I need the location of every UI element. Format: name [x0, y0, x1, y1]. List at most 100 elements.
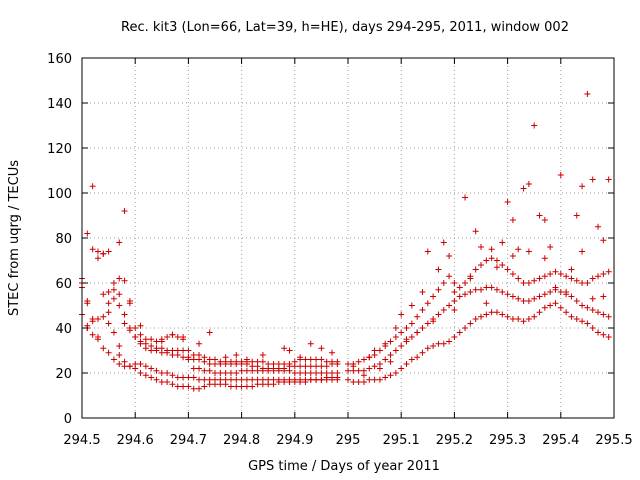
data-point	[430, 293, 437, 300]
data-point	[600, 293, 607, 300]
data-point	[243, 367, 250, 374]
data-point	[185, 374, 192, 381]
y-tick-label: 100	[47, 187, 72, 202]
data-point	[227, 376, 234, 383]
data-point	[222, 370, 229, 376]
data-point	[116, 361, 123, 367]
data-point	[360, 372, 367, 379]
data-point	[281, 345, 288, 352]
data-point	[456, 284, 463, 291]
data-point	[158, 338, 165, 345]
data-point	[398, 329, 405, 336]
data-point	[557, 172, 564, 178]
data-point	[259, 358, 266, 365]
data-point	[398, 365, 405, 372]
data-point	[105, 248, 112, 255]
data-point	[153, 345, 160, 352]
data-point	[472, 266, 479, 273]
data-point	[105, 300, 112, 307]
data-point	[541, 255, 548, 262]
data-point	[201, 367, 208, 374]
data-point	[116, 275, 123, 282]
data-point	[169, 372, 176, 379]
data-point	[547, 289, 554, 295]
data-point	[382, 356, 389, 363]
data-point	[307, 376, 314, 383]
data-point	[446, 302, 453, 309]
data-point	[360, 379, 367, 385]
data-point	[259, 352, 266, 358]
data-point	[499, 262, 506, 268]
data-point	[387, 372, 394, 379]
y-tick-label: 40	[55, 322, 72, 337]
x-tick-label: 294.6	[117, 433, 154, 448]
data-point	[531, 295, 538, 302]
data-point	[302, 356, 309, 363]
data-point	[467, 289, 474, 295]
data-point	[451, 307, 458, 313]
data-point	[504, 313, 511, 320]
data-point	[499, 239, 506, 246]
data-point	[525, 316, 532, 322]
data-point	[100, 313, 107, 320]
data-point	[563, 273, 570, 280]
data-point	[355, 379, 362, 385]
data-point	[126, 327, 133, 334]
data-point	[286, 376, 293, 383]
data-point	[605, 334, 612, 340]
y-tick-labels: 0 20 40 60 80 100 120 140 160	[47, 52, 72, 427]
x-tick-labels: 294.5 294.6 294.7 294.8 294.9 295 295.1 295.2 29…	[63, 433, 632, 448]
data-point	[110, 329, 117, 336]
data-point	[509, 217, 516, 223]
data-point	[403, 336, 410, 343]
data-point	[552, 284, 559, 291]
x-tick-label: 295.3	[489, 433, 526, 448]
data-point	[435, 286, 442, 293]
data-point	[105, 320, 112, 327]
data-point	[297, 376, 304, 383]
data-point	[323, 370, 330, 376]
data-point	[376, 365, 383, 372]
data-point	[472, 316, 479, 322]
data-point	[595, 273, 602, 280]
data-point	[600, 271, 607, 277]
x-tick-label: 295.5	[595, 433, 632, 448]
data-point	[414, 313, 421, 320]
data-point	[398, 343, 405, 349]
data-point	[424, 320, 431, 327]
data-point	[270, 376, 277, 383]
data-point	[403, 361, 410, 367]
data-point	[371, 363, 378, 370]
data-point	[158, 370, 165, 376]
x-tick-label: 295	[336, 433, 361, 448]
data-point	[509, 271, 516, 277]
data-point	[462, 325, 469, 331]
data-point	[483, 284, 490, 291]
data-point	[350, 379, 357, 385]
data-point	[291, 358, 298, 365]
data-point	[190, 374, 197, 381]
data-point	[451, 280, 458, 286]
data-point	[509, 253, 516, 259]
data-point	[238, 358, 245, 365]
data-point	[483, 300, 490, 307]
data-point	[180, 374, 187, 381]
data-point	[509, 293, 516, 300]
data-point	[579, 318, 586, 325]
data-point	[121, 320, 128, 327]
data-point	[158, 345, 165, 352]
data-point	[430, 318, 437, 325]
data-point	[568, 266, 575, 273]
data-point	[589, 295, 596, 302]
data-point	[201, 376, 208, 383]
data-point	[430, 343, 437, 349]
data-point	[233, 376, 240, 383]
data-point	[478, 244, 484, 250]
data-point	[212, 370, 218, 376]
data-point	[217, 370, 224, 376]
data-point	[440, 307, 447, 313]
data-point	[376, 376, 383, 383]
y-tick-label: 120	[47, 142, 72, 157]
data-point	[584, 304, 591, 311]
data-point	[595, 309, 602, 316]
